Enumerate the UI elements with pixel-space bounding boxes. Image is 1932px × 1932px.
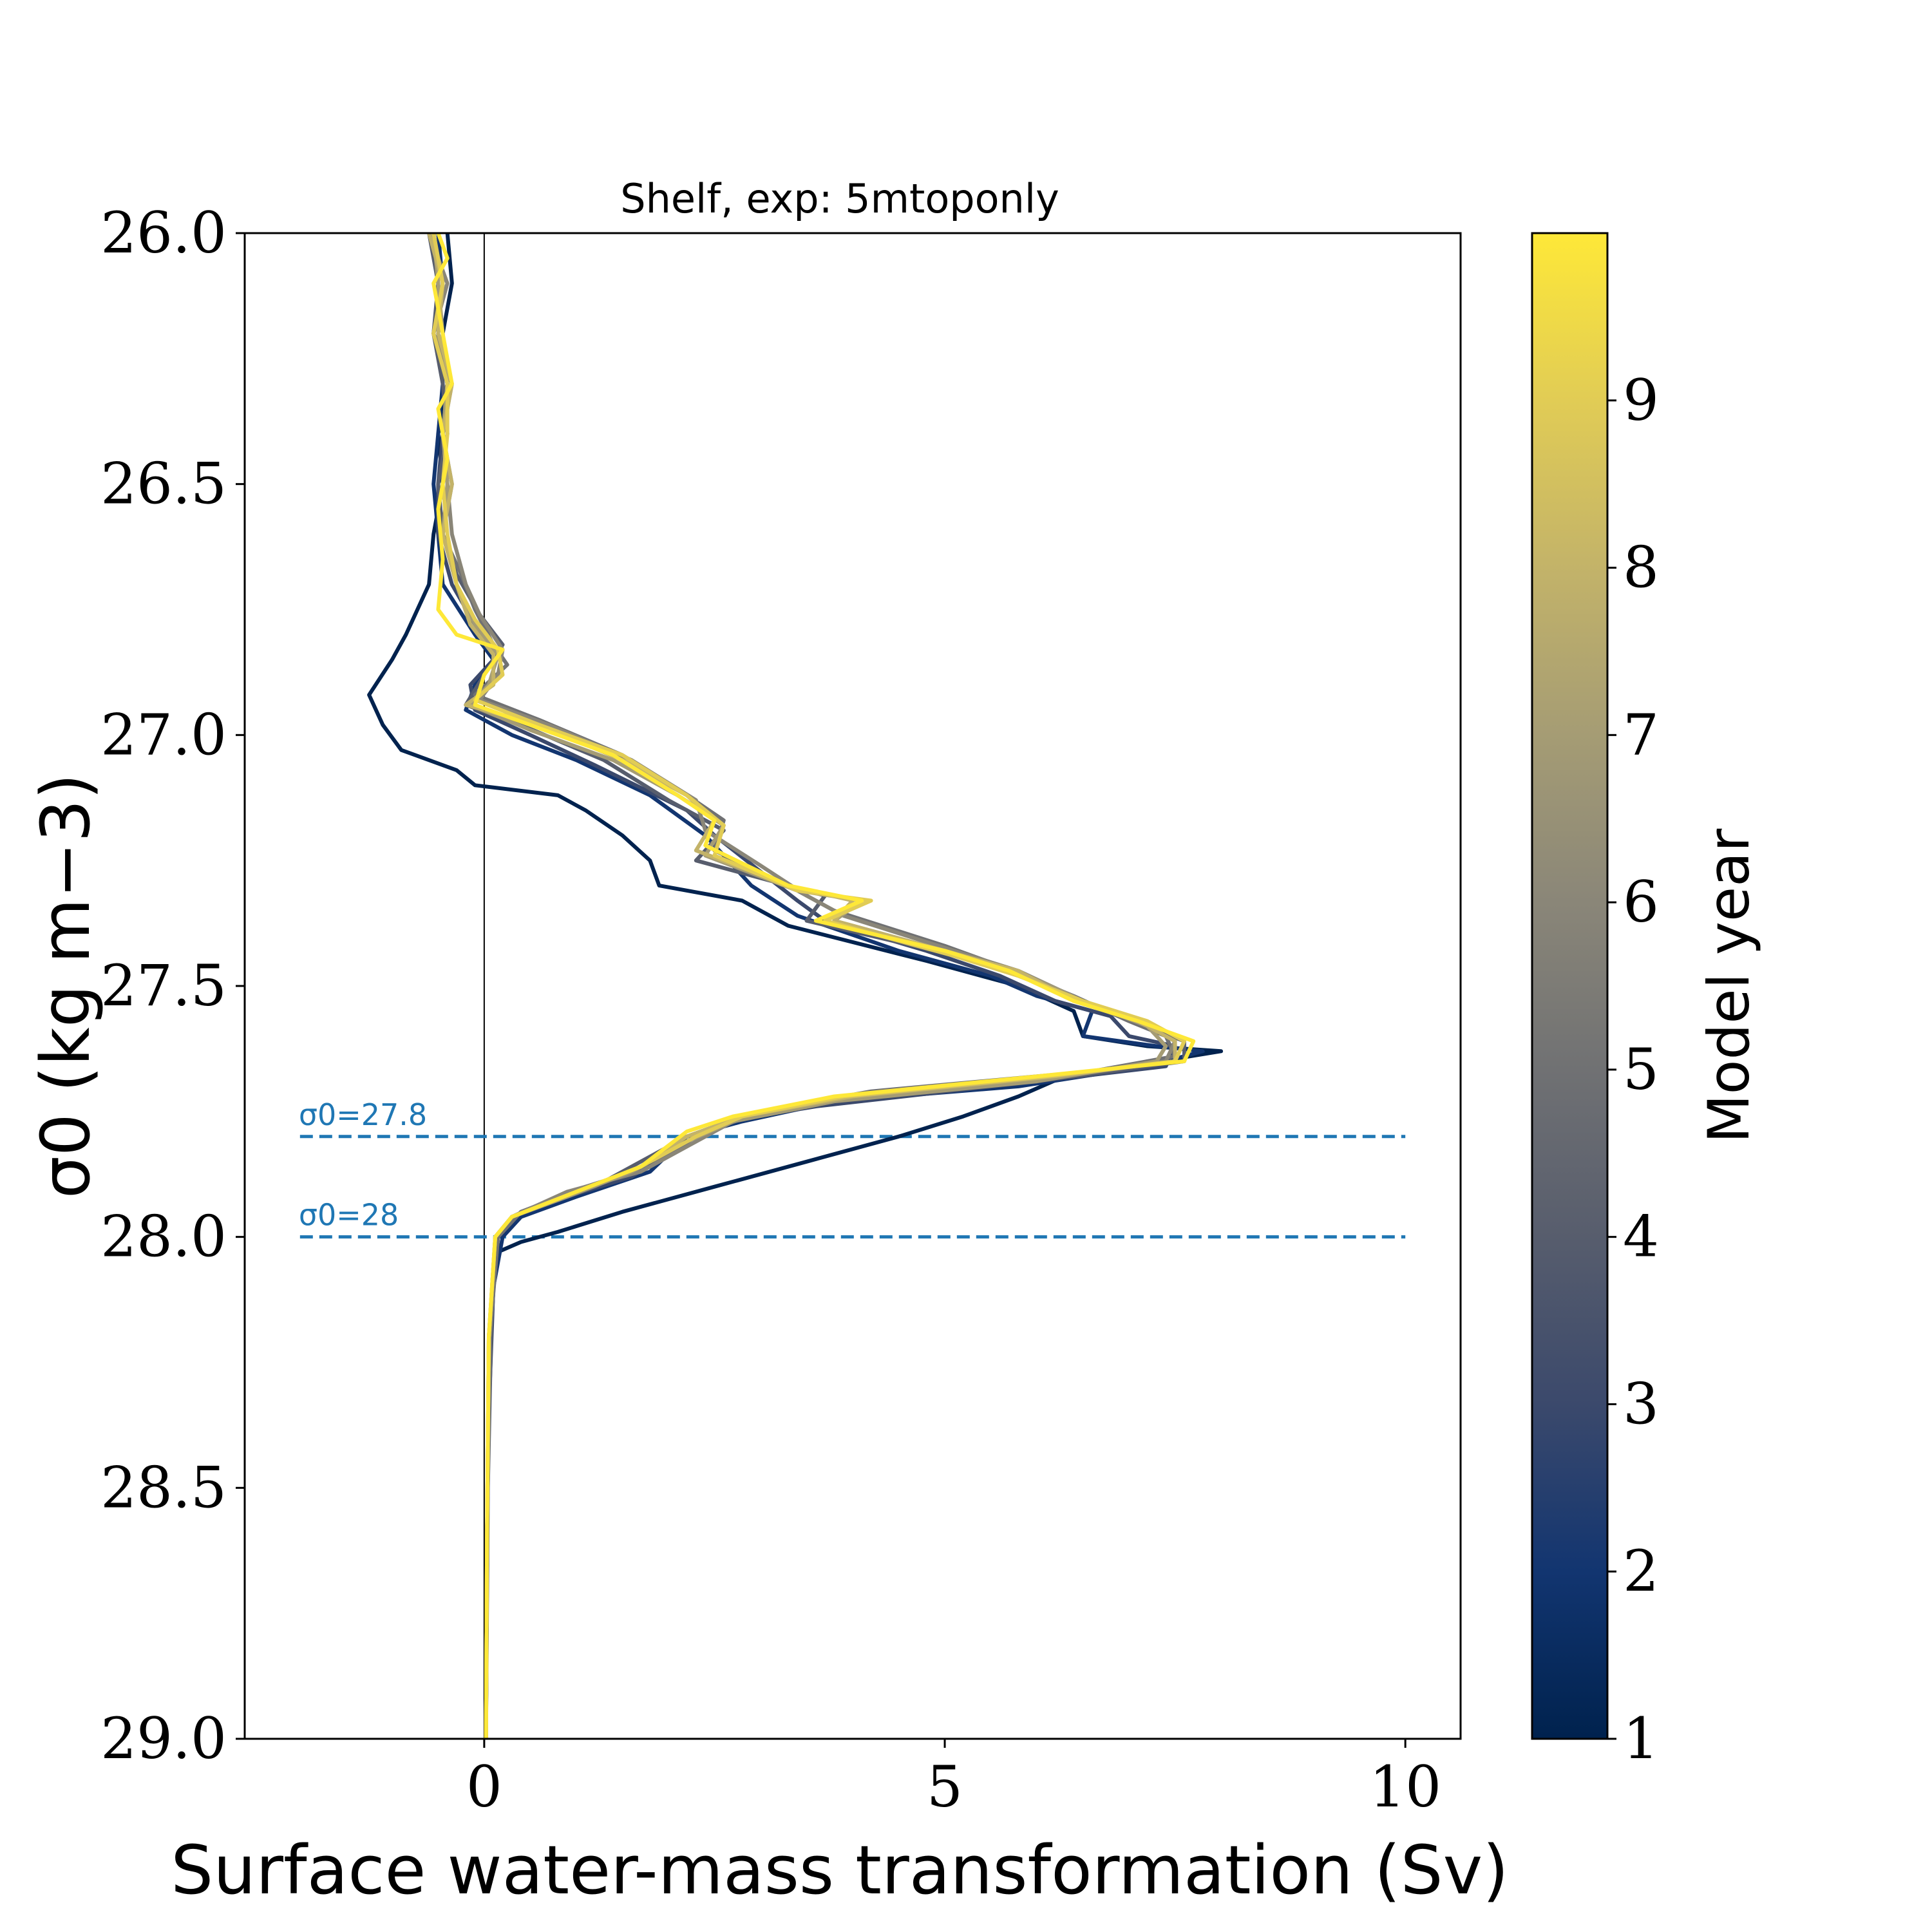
y-axis-ticks: 26.0 26.5 27.0 27.5 28.0 28.5 29.0 [100, 200, 245, 1772]
y-tick-label-3: 27.5 [100, 952, 227, 1019]
x-tick-label-1: 5 [927, 1754, 963, 1820]
y-tick-label-6: 29.0 [100, 1705, 227, 1772]
x-axis-ticks: 0 5 10 [466, 1739, 1441, 1820]
y-tick-label-5: 28.5 [100, 1454, 227, 1520]
colorbar-tick-label-6: 7 [1623, 701, 1659, 768]
y-tick-label-1: 26.5 [100, 451, 227, 517]
y-tick-label-4: 28.0 [100, 1204, 227, 1270]
y-tick-label-0: 26.0 [100, 200, 227, 266]
colorbar-tick-label-0: 1 [1623, 1705, 1659, 1772]
y-tick-label-2: 27.0 [100, 701, 227, 768]
colorbar-tick-label-4: 5 [1623, 1036, 1659, 1103]
colorbar-tick-label-7: 8 [1623, 535, 1659, 601]
colorbar-label: Model year [1696, 828, 1762, 1143]
colorbar [1531, 232, 1609, 1740]
x-tick-label-0: 0 [466, 1754, 502, 1820]
y-axis-label: σ0 (kg m−3) [26, 773, 105, 1198]
series-lines [367, 233, 1224, 1739]
x-tick-label-2: 10 [1369, 1754, 1441, 1820]
colorbar-ticks: 1 2 3 4 5 6 7 8 9 [1607, 367, 1659, 1772]
series-line-year-10 [431, 233, 1196, 1739]
x-axis-label: Surface water-mass transformation (Sv) [171, 1831, 1508, 1909]
series-line-year-1 [367, 233, 1224, 1739]
colorbar-tick-label-5: 6 [1623, 869, 1659, 935]
colorbar-tick-label-2: 3 [1623, 1370, 1659, 1437]
reference-line-label-0: σ0=27.8 [299, 1097, 427, 1132]
colorbar-tick-label-8: 9 [1623, 367, 1659, 433]
reference-line-label-1: σ0=28 [299, 1198, 399, 1233]
reference-lines: σ0=27.8 σ0=28 [299, 233, 1406, 1739]
chart-title: Shelf, exp: 5mtoponly [620, 175, 1059, 222]
colorbar-tick-label-3: 4 [1623, 1204, 1659, 1270]
colorbar-tick-label-1: 2 [1623, 1538, 1659, 1604]
series-line-year-6 [427, 233, 1177, 1739]
